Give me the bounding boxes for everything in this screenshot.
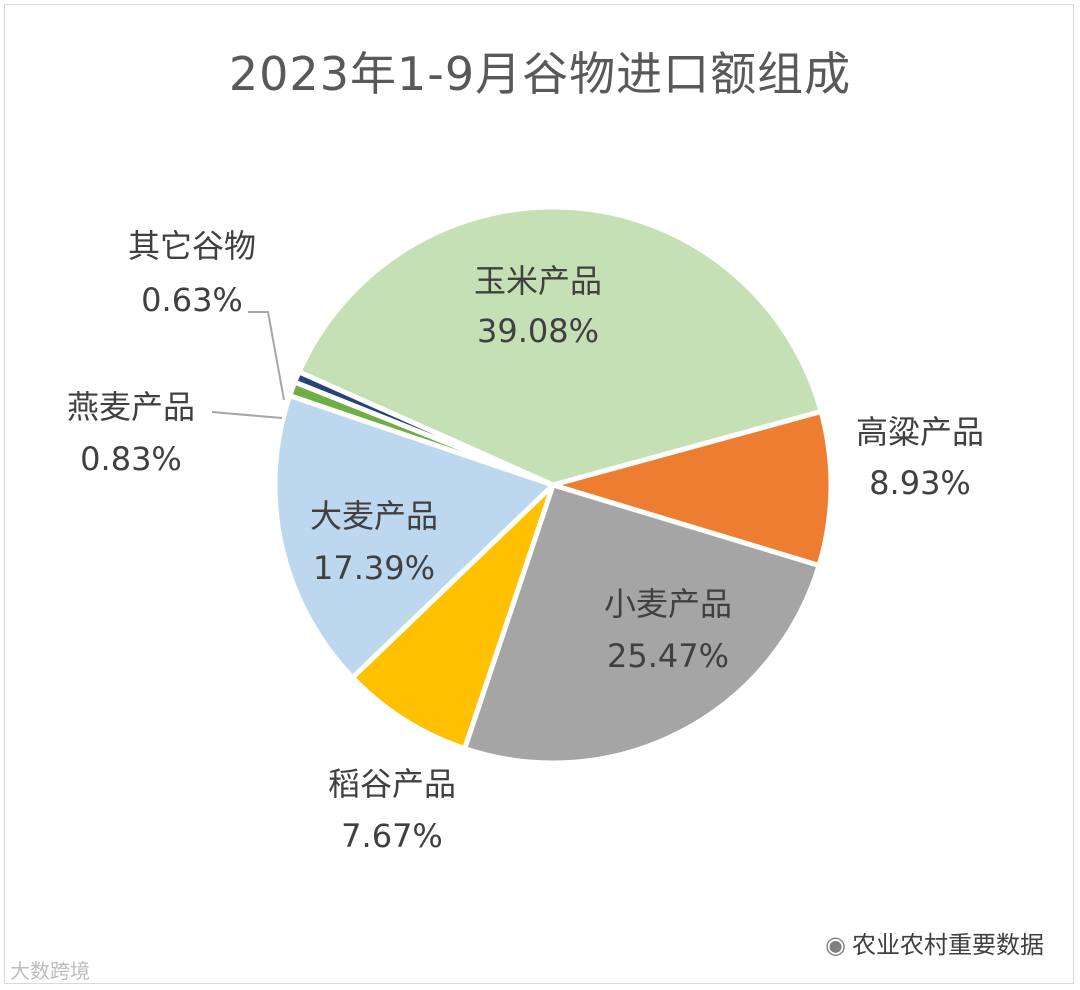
leader-lines [211,311,285,419]
slice-5-name-label: 大麦产品 [310,497,438,535]
pie-slices [272,204,834,766]
slice-7 [292,369,556,488]
slice-2-percent-label: 8.93% [869,464,971,502]
chart-title: 2023年1-9月谷物进口额组成 [228,47,852,101]
slice-6-percent-label: 0.83% [80,440,182,478]
watermark-left: 大数跨境 [10,959,90,983]
slice-5 [272,393,556,681]
slice-7-leader-line [248,311,285,401]
slice-3 [462,482,822,766]
slice-1-percent-label: 39.08% [477,312,599,350]
slice-2 [550,409,834,569]
slice-7-percent-label: 0.63% [141,281,243,319]
slice-1-name-label: 玉米产品 [474,262,602,300]
slice-4-percent-label: 7.67% [341,817,443,855]
watermark-right: ◉ 农业农村重要数据 [825,925,1044,960]
wechat-icon: ◉ [825,931,846,959]
slice-6-leader-line [211,411,283,419]
slice-5-percent-label: 17.39% [313,549,435,587]
slice-3-percent-label: 25.47% [607,637,729,675]
slice-4 [350,482,556,752]
watermark-right-text: 农业农村重要数据 [852,931,1044,959]
slice-4-name-label: 稻谷产品 [328,765,456,803]
slice-1 [296,204,824,488]
slice-3-name-label: 小麦产品 [604,585,732,623]
slice-labels: 玉米产品 39.08% 高粱产品 8.93% 小麦产品 25.47% 稻谷产品 7.67% 大麦… [67,227,984,855]
slice-6-name-label: 燕麦产品 [67,388,195,426]
slice-7-name-label: 其它谷物 [128,227,256,265]
slice-2-name-label: 高粱产品 [856,413,984,451]
